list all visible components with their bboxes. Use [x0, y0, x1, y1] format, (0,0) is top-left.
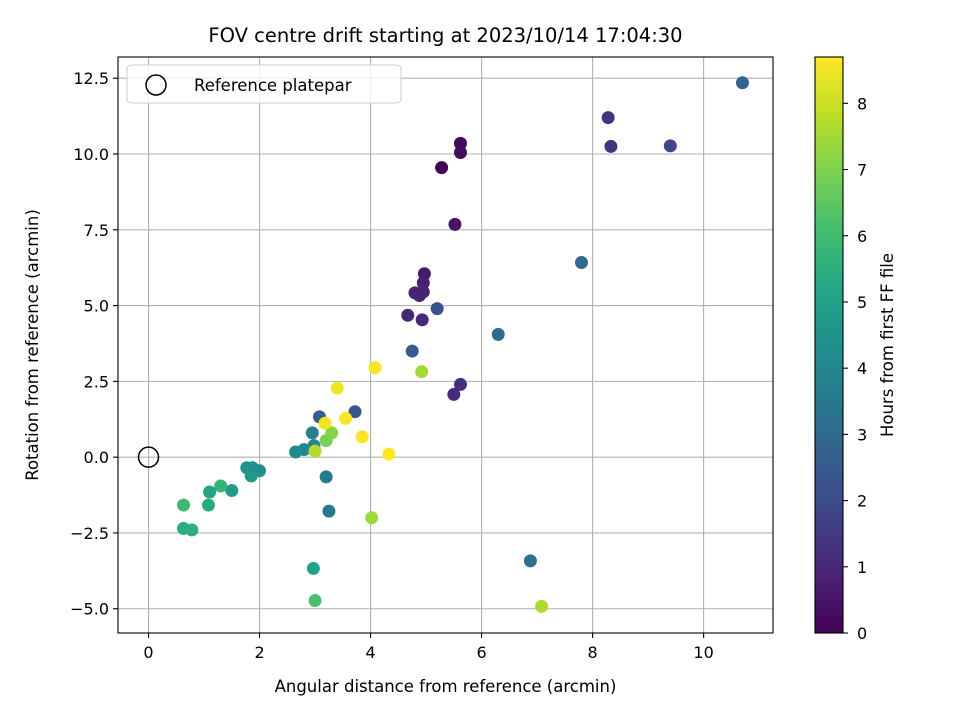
- reference-marker-layer: [137, 446, 160, 468]
- data-point: [535, 599, 549, 613]
- y-axis-ticks: −5.0 −2.5 0.0 2.5 5.0 7.5 10.0 12.5: [70, 69, 118, 619]
- y-tick-label: −2.5: [70, 524, 109, 543]
- y-tick-label: 5.0: [84, 297, 109, 316]
- data-point: [214, 479, 228, 493]
- data-point: [185, 523, 199, 537]
- y-axis-label: Rotation from reference (arcmin): [23, 209, 42, 481]
- data-point: [339, 411, 353, 425]
- x-axis-ticks: 0 2 4 6 8 10: [143, 633, 714, 662]
- data-point: [322, 504, 336, 518]
- data-point: [289, 445, 303, 459]
- legend-box: [126, 64, 402, 104]
- data-point: [601, 111, 615, 125]
- data-points: [177, 76, 749, 613]
- x-tick-label: 6: [476, 643, 486, 662]
- data-point: [735, 76, 749, 90]
- y-tick-label: 12.5: [73, 69, 109, 88]
- data-point: [401, 308, 415, 322]
- y-tick-label: 7.5: [84, 221, 109, 240]
- data-point: [491, 327, 505, 341]
- chart-title: FOV centre drift starting at 2023/10/14 …: [208, 24, 682, 47]
- colorbar: 0 1 2 3 4 5 6 7 8 Hours from first FF file: [814, 56, 897, 643]
- data-point: [430, 302, 444, 316]
- data-point: [318, 416, 332, 430]
- data-point: [325, 426, 339, 440]
- data-point: [453, 136, 467, 150]
- data-point: [308, 444, 322, 458]
- legend-reference-marker: [145, 74, 167, 96]
- colorbar-tick-label: 5: [857, 293, 867, 312]
- data-point: [416, 285, 430, 299]
- data-point: [415, 365, 429, 379]
- colorbar-tick-label: 2: [857, 492, 867, 511]
- data-point: [405, 344, 419, 358]
- colorbar-gradient: [815, 57, 843, 633]
- data-point: [448, 217, 462, 231]
- data-point: [306, 561, 320, 575]
- y-tick-label: 10.0: [73, 145, 109, 164]
- data-point: [225, 484, 239, 498]
- data-point: [348, 405, 362, 419]
- y-tick-label: 0.0: [84, 448, 109, 467]
- colorbar-tick-label: 6: [857, 227, 867, 246]
- data-point: [330, 381, 344, 395]
- x-axis-label: Angular distance from reference (arcmin): [275, 677, 617, 696]
- data-point: [355, 430, 369, 444]
- data-point: [308, 594, 322, 608]
- x-tick-label: 4: [365, 643, 375, 662]
- data-point: [415, 313, 429, 327]
- legend: Reference platepar: [126, 64, 402, 104]
- colorbar-frame: [814, 56, 844, 634]
- data-point: [416, 276, 430, 290]
- data-point: [663, 139, 677, 153]
- data-point: [382, 447, 396, 461]
- data-point: [453, 145, 467, 159]
- colorbar-tick-label: 4: [857, 359, 867, 378]
- colorbar-ticks: 0 1 2 3 4 5 6 7 8: [843, 94, 867, 643]
- data-point: [447, 387, 461, 401]
- data-point: [435, 161, 449, 175]
- data-point: [244, 469, 258, 483]
- reference-marker: [137, 446, 160, 468]
- legend-label: Reference platepar: [194, 76, 352, 95]
- x-tick-label: 2: [254, 643, 264, 662]
- colorbar-tick-label: 3: [857, 425, 867, 444]
- data-point: [201, 498, 215, 512]
- data-point: [604, 139, 618, 153]
- grid: [118, 57, 773, 633]
- x-tick-label: 10: [693, 643, 713, 662]
- x-tick-label: 0: [143, 643, 153, 662]
- x-tick-label: 8: [588, 643, 598, 662]
- colorbar-tick-label: 0: [857, 624, 867, 643]
- y-tick-label: 2.5: [84, 372, 109, 391]
- colorbar-label: Hours from first FF file: [878, 253, 897, 437]
- data-point: [368, 361, 382, 375]
- colorbar-tick-label: 7: [857, 161, 867, 180]
- data-point: [453, 377, 467, 391]
- colorbar-tick-label: 1: [857, 558, 867, 577]
- data-point: [203, 485, 217, 499]
- data-point: [523, 554, 537, 568]
- plot-frame: [117, 56, 774, 634]
- data-point: [177, 498, 190, 512]
- data-point: [305, 426, 319, 440]
- data-point: [574, 256, 588, 270]
- colorbar-tick-label: 8: [857, 94, 867, 113]
- y-tick-label: −5.0: [70, 600, 109, 619]
- data-point: [319, 470, 333, 484]
- data-point: [365, 511, 379, 525]
